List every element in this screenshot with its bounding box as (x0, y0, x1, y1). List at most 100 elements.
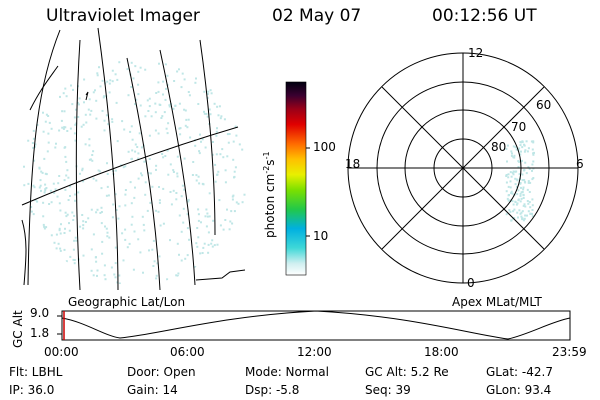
speckle-pixel (117, 217, 120, 220)
speckle-pixel (206, 212, 209, 215)
speckle-pixel (514, 177, 517, 180)
speckle-pixel (33, 159, 36, 162)
speckle-pixel (523, 169, 525, 172)
speckle-pixel (44, 189, 47, 192)
speckle-pixel (166, 74, 169, 77)
speckle-pixel (88, 98, 91, 101)
speckle-pixel (507, 199, 510, 202)
speckle-pixel (199, 252, 202, 255)
speckle-pixel (521, 159, 523, 162)
speckle-pixel (519, 194, 522, 197)
speckle-pixel (131, 149, 134, 152)
speckle-pixel (105, 194, 108, 197)
speckle-pixel (506, 160, 508, 163)
speckle-pixel (164, 63, 167, 66)
speckle-pixel (38, 167, 41, 170)
colorbar-tick-10: 10 (313, 229, 329, 243)
speckle-pixel (527, 166, 530, 169)
speckle-pixel (95, 99, 98, 102)
speckle-pixel (53, 192, 56, 194)
speckle-pixel (517, 216, 519, 219)
speckle-pixel (140, 146, 143, 149)
speckle-pixel (134, 103, 136, 106)
speckle-pixel (81, 167, 84, 170)
speckle-pixel (108, 91, 111, 94)
speckle-pixel (523, 203, 526, 206)
speckle-pixel (188, 94, 191, 97)
speckle-pixel (184, 124, 187, 127)
speckle-pixel (161, 153, 164, 155)
speckle-pixel (124, 193, 127, 196)
speckle-pixel (144, 115, 147, 118)
speckle-pixel (508, 209, 511, 212)
speckle-pixel (515, 178, 518, 181)
speckle-pixel (107, 123, 110, 126)
speckle-pixel (178, 102, 181, 105)
speckle-pixel (106, 80, 109, 83)
speckle-pixel (216, 105, 219, 108)
speckle-pixel (92, 177, 95, 180)
speckle-pixel (183, 188, 186, 191)
speckle-pixel (207, 231, 210, 234)
speckle-pixel (124, 228, 127, 231)
speckle-pixel (213, 102, 216, 105)
speckle-pixel (205, 208, 208, 211)
speckle-pixel (175, 274, 178, 277)
speckle-pixel (137, 93, 140, 96)
speckle-pixel (103, 119, 106, 122)
speckle-pixel (203, 112, 206, 115)
speckle-pixel (187, 118, 190, 121)
speckle-pixel (194, 81, 197, 84)
speckle-pixel (139, 104, 142, 107)
speckle-pixel (529, 181, 532, 184)
speckle-pixel (58, 202, 61, 205)
speckle-pixel (520, 215, 523, 218)
speckle-pixel (111, 216, 114, 219)
speckle-pixel (172, 189, 175, 192)
speckle-pixel (234, 125, 237, 128)
speckle-pixel (157, 81, 160, 84)
speckle-pixel (100, 211, 103, 213)
speckle-pixel (528, 191, 531, 193)
speckle-pixel (169, 191, 172, 193)
speckle-pixel (114, 276, 117, 279)
speckle-pixel (129, 130, 132, 133)
speckle-pixel (155, 92, 158, 94)
speckle-pixel (87, 217, 90, 220)
speckle-pixel (146, 99, 149, 102)
speckle-pixel (158, 199, 161, 202)
speckle-pixel (177, 272, 180, 275)
speckle-pixel (511, 171, 514, 174)
speckle-pixel (96, 74, 99, 77)
speckle-pixel (130, 202, 133, 205)
speckle-pixel (527, 180, 530, 183)
speckle-pixel (32, 184, 35, 187)
speckle-pixel (65, 215, 68, 218)
speckle-pixel (77, 191, 80, 194)
speckle-pixel (509, 186, 512, 189)
speckle-pixel (38, 186, 41, 189)
date-label: 02 May 07 (272, 6, 362, 26)
speckle-pixel (129, 181, 132, 184)
speckle-pixel (137, 83, 140, 86)
speckle-pixel (172, 107, 175, 110)
speckle-pixel (111, 80, 114, 83)
status-mode: Mode: Normal (245, 365, 329, 379)
speckle-pixel (134, 143, 137, 146)
speckle-pixel (530, 140, 533, 143)
speckle-pixel (100, 206, 103, 209)
speckle-pixel (53, 241, 56, 244)
speckle-pixel (128, 242, 131, 245)
speckle-pixel (61, 126, 64, 129)
speckle-pixel (164, 155, 167, 157)
speckle-pixel (58, 129, 61, 132)
speckle-pixel (142, 223, 145, 226)
colorbar (285, 81, 307, 276)
speckle-pixel (513, 208, 516, 211)
speckle-pixel (226, 208, 228, 211)
speckle-pixel (198, 150, 201, 153)
speckle-pixel (42, 201, 45, 204)
speckle-pixel (33, 186, 36, 189)
status-ip: IP: 36.0 (9, 383, 55, 397)
